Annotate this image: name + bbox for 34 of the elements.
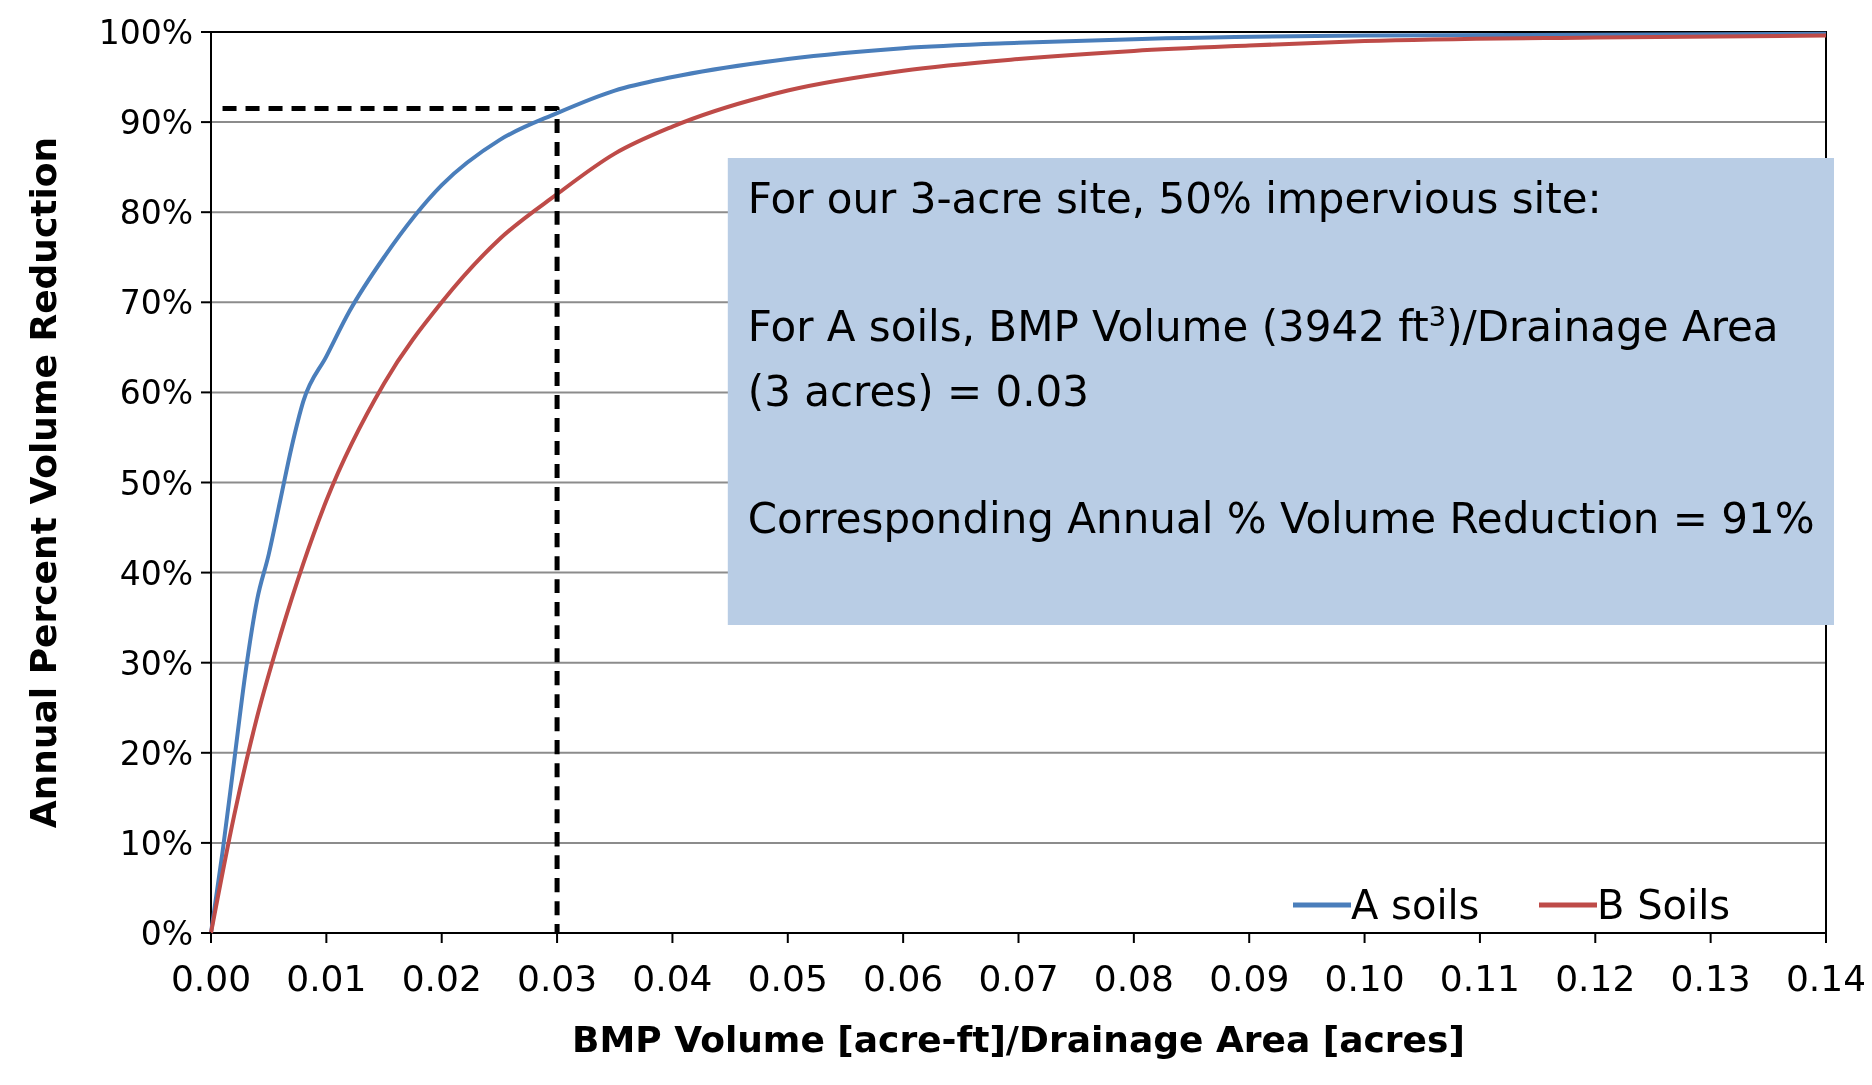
y-tick-label: 20% <box>119 733 193 773</box>
x-tick-label: 0.10 <box>1324 958 1405 999</box>
x-axis-title: BMP Volume [acre-ft]/Drainage Area [acres] <box>572 1019 1465 1060</box>
x-tick-label: 0.01 <box>286 958 367 999</box>
annotation: (3 acres) = 0.03 <box>747 367 1089 416</box>
annotation: For A soils, BMP Volume (3942 ft$^{3}$)/Drainage Area <box>747 300 1779 351</box>
x-tick-label: 0.11 <box>1439 958 1521 999</box>
y-tick-label: 30% <box>119 643 193 683</box>
x-tick-label: 0.06 <box>863 958 944 999</box>
x-tick-label: 0.08 <box>1093 958 1174 999</box>
y-axis-title: Annual Percent Volume Reduction <box>23 136 64 829</box>
legend-label: B Soils <box>1597 882 1731 928</box>
y-tick-label: 70% <box>119 283 193 323</box>
y-tick-label: 60% <box>119 373 193 413</box>
annotation: Corresponding Annual % Volume Reduction = 91% <box>747 494 1815 543</box>
x-tick-label: 0.05 <box>747 958 828 999</box>
x-tick-label: 0.03 <box>516 958 598 999</box>
y-tick-label: 100% <box>98 13 193 52</box>
y-tick-label: 50% <box>119 463 193 503</box>
y-tick-label: 10% <box>119 823 193 863</box>
y-tick-label: 90% <box>119 103 193 143</box>
legend-label: A soils <box>1351 882 1480 928</box>
x-tick-label: 0.00 <box>170 958 252 999</box>
annotation: For our 3-acre site, 50% impervious site: <box>747 174 1602 223</box>
y-tick-label: 80% <box>119 193 193 233</box>
x-tick-label: 0.14 <box>1785 958 1867 999</box>
y-tick-label: 0% <box>140 914 193 953</box>
x-tick-label: 0.04 <box>632 958 713 999</box>
x-tick-label: 0.12 <box>1555 958 1636 999</box>
x-tick-label: 0.09 <box>1209 958 1290 999</box>
x-tick-label: 0.07 <box>978 958 1059 999</box>
x-tick-label: 0.02 <box>401 958 482 999</box>
y-tick-label: 40% <box>119 553 193 593</box>
x-tick-label: 0.13 <box>1670 958 1751 999</box>
